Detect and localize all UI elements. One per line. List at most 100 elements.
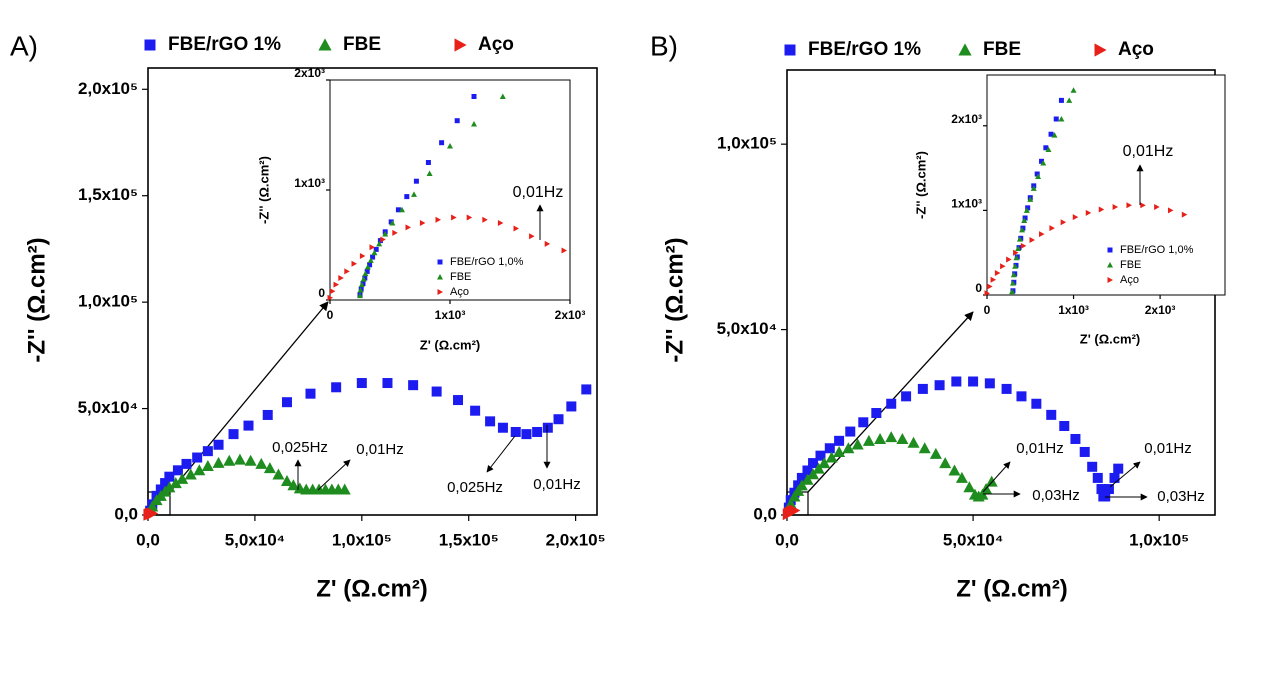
marker-square (553, 414, 564, 425)
marker-triangle (907, 436, 920, 448)
marker-square (1039, 158, 1045, 164)
marker-triangle (147, 507, 159, 520)
x-tick-label: 1,0x10⁵ (1129, 530, 1189, 549)
marker-triangle (287, 479, 300, 491)
marker-square (453, 395, 464, 406)
marker-triangle (451, 214, 457, 221)
marker-triangle (1021, 217, 1028, 224)
marker-triangle (862, 434, 875, 446)
marker-square (485, 416, 496, 427)
marker-square (454, 118, 460, 124)
annotation-arrow (317, 459, 351, 491)
marker-triangle (362, 270, 369, 277)
marker-triangle (233, 453, 246, 465)
y-tick-label: 1,0x10⁵ (78, 292, 138, 311)
marker-triangle (263, 462, 276, 474)
marker-square (192, 452, 203, 463)
marker-triangle (1013, 249, 1019, 256)
marker-triangle (1072, 214, 1079, 221)
marker-triangle (1167, 207, 1174, 214)
y-tick-label: 1,0x10⁵ (717, 134, 777, 153)
y-tick-label: 1x10³ (294, 176, 325, 190)
y-tick-label: 5,0x10⁴ (78, 398, 138, 417)
marker-square (1107, 247, 1113, 253)
marker-triangle (918, 442, 931, 454)
y-axis-title: -Z'' (Ω.cm²) (661, 237, 688, 362)
marker-square (155, 484, 166, 495)
marker-square (1058, 97, 1064, 103)
marker-triangle (833, 445, 846, 457)
marker-triangle (1040, 160, 1047, 166)
marker-triangle (958, 43, 972, 56)
marker-square (281, 397, 292, 408)
x-tick-label: 1x10³ (1058, 303, 1089, 317)
marker-triangle (963, 481, 976, 493)
marker-triangle (1070, 87, 1077, 93)
marker-square (542, 422, 553, 433)
marker-triangle (976, 488, 989, 500)
marker-triangle (435, 216, 441, 223)
marker-square (1109, 472, 1120, 483)
marker-triangle (482, 216, 488, 223)
marker-triangle (358, 281, 365, 288)
annotation: 0,025Hz (447, 479, 503, 496)
marker-square (367, 262, 373, 268)
marker-triangle (371, 249, 378, 256)
marker-square (510, 426, 521, 437)
marker-triangle (985, 475, 998, 487)
marker-square (1087, 461, 1098, 472)
marker-triangle (471, 121, 477, 127)
marker-triangle (389, 220, 396, 226)
legend-label: FBE (1120, 259, 1141, 271)
marker-triangle (1016, 236, 1023, 242)
annotation-arrow (982, 461, 1011, 493)
marker-triangle (376, 240, 383, 247)
chart: 0,0 5,0x10⁴ 1,0x10⁵ 1,5x10⁵ 2,0x10⁵ 0,0 5,0x10… (10, 30, 606, 602)
marker-square (1100, 491, 1111, 502)
marker-triangle (1019, 226, 1026, 233)
marker-triangle (561, 247, 567, 254)
marker-square (425, 160, 431, 165)
marker-square (1053, 116, 1059, 122)
legend-label: FBE (983, 39, 1021, 60)
y-axis-title: -Z'' (Ω.cm²) (256, 156, 271, 224)
marker-triangle (1085, 209, 1092, 216)
marker-square (181, 458, 192, 469)
marker-square (1020, 225, 1026, 231)
legend-label: Aço (1120, 274, 1139, 286)
annotation-arrow (1109, 461, 1141, 488)
marker-triangle (327, 294, 333, 301)
plot-frame (147, 67, 598, 516)
marker-triangle (255, 457, 268, 469)
marker-triangle (987, 283, 993, 290)
marker-triangle (466, 214, 473, 221)
marker-triangle (1107, 277, 1113, 283)
marker-square (356, 378, 367, 389)
marker-triangle (1060, 219, 1067, 226)
marker-triangle (842, 442, 855, 454)
marker-square (815, 450, 826, 461)
marker-square (362, 275, 368, 281)
plot-frame (986, 74, 1226, 296)
legend-label: Aço (1118, 39, 1154, 60)
marker-triangle (223, 454, 236, 466)
marker-square (824, 443, 835, 454)
marker-square (1070, 433, 1081, 444)
x-tick-label: 2,0x10⁵ (546, 530, 606, 549)
marker-triangle (544, 240, 551, 247)
marker-square (984, 378, 995, 389)
marker-triangle (1058, 116, 1065, 122)
x-axis-title: Z' (Ω.cm²) (956, 575, 1068, 602)
marker-triangle (1098, 206, 1105, 213)
marker-triangle (885, 431, 898, 443)
marker-triangle (367, 257, 374, 263)
chart: 0,0 5,0x10⁴ 1,0x10⁵ 0,0 5,0x10⁴ 1,0x10⁵ Z' (Ω.… (650, 30, 1216, 602)
annotation: 0,01Hz (533, 476, 581, 493)
legend-label: FBE (343, 34, 381, 55)
marker-triangle (948, 464, 961, 476)
marker-square (164, 471, 175, 482)
marker-square (370, 254, 376, 260)
marker-triangle (990, 276, 997, 283)
marker-triangle (163, 481, 176, 493)
marker-square (834, 435, 845, 446)
